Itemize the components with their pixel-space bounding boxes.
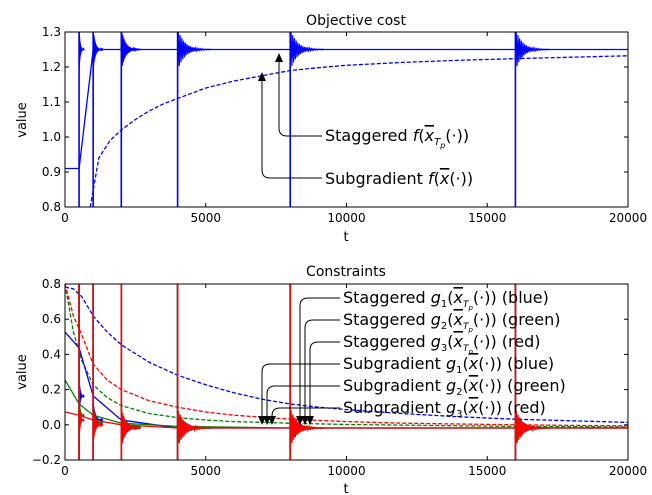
annotation-arrow (266, 385, 340, 420)
annotation-5: Subgradient g2(x(·)) (green) (263, 376, 566, 425)
annotation-label: Subgradient f(x(·)) (325, 169, 473, 188)
annotation-4: Subgradient g1(x(·)) (blue) (258, 354, 554, 425)
restart-oscillation (78, 403, 85, 440)
annotation-label: Subgradient g3(x(·)) (red) (343, 398, 546, 420)
annotation-label: Staggered g3(xTp(·)) (red) (343, 332, 541, 356)
restart-oscillation (177, 32, 212, 71)
y-axis-label: value (15, 354, 30, 390)
y-tick-label: 0.6 (42, 312, 61, 326)
annotation-6: Subgradient g3(x(·)) (red) (268, 398, 546, 425)
x-tick-label: 0 (61, 464, 69, 478)
y-tick-label: −0.2 (32, 453, 61, 467)
restart-oscillation (289, 411, 325, 448)
y-tick-label: 1.0 (42, 130, 61, 144)
y-tick-label: 1.3 (42, 25, 61, 39)
restart-oscillation (78, 32, 85, 71)
restart-oscillation (120, 411, 142, 448)
annotation-subgradient: Subgradient f(x(·)) (258, 72, 473, 188)
constraint-annotations: Staggered g1(xTp(·)) (blue)Staggered g2(… (258, 288, 566, 425)
annotation-label: Staggered g2(xTp(·)) (green) (343, 310, 561, 334)
y-tick-label: 1.1 (42, 95, 61, 109)
annotation-arrow (261, 363, 340, 420)
chart-title: Objective cost (306, 13, 406, 29)
y-tick-label: 0.8 (42, 200, 61, 214)
y-axis-label: value (15, 102, 30, 138)
constraints-chart: Constraints 0 5000 10000 15000 20000−0.20.00… (15, 264, 647, 495)
x-tick-label: 5000 (190, 211, 221, 225)
series-line-stag_g3 (65, 411, 628, 429)
chart-title: Constraints (306, 264, 386, 280)
axis-ticks: 0 5000 10000 15000 20000 −0.2 0.0 0.2 0.4 0.6 0.8 (32, 277, 647, 478)
annotation-staggered: Staggered f(xTp(·)) (275, 53, 469, 150)
annotation-2: Staggered g2(xTp(·)) (green) (301, 310, 561, 425)
series-line-sub_g2 (65, 284, 628, 428)
arrowhead (258, 72, 266, 81)
y-tick-label: 0.0 (42, 418, 61, 432)
y-tick-label: 0.8 (42, 277, 61, 291)
series-line-sub_g3 (65, 284, 628, 427)
x-tick-label: 5000 (190, 464, 221, 478)
restart-oscillation (92, 407, 104, 445)
y-tick-label: 0.2 (42, 383, 61, 397)
annotation-arrow (271, 407, 340, 420)
x-tick-label: 20000 (609, 211, 647, 225)
restart-oscillation (177, 411, 212, 448)
axis-ticks: 0 5000 10000 15000 20000 0.8 0.9 1.0 1.1 1.2 1.3 (42, 25, 647, 225)
x-tick-label: 10000 (327, 464, 365, 478)
arrowhead (268, 416, 276, 425)
annotation-label: Staggered f(xTp(·)) (325, 126, 469, 150)
restart-oscillation (92, 32, 104, 71)
annotation-arrow (309, 341, 340, 420)
arrowhead (306, 416, 314, 425)
y-tick-label: 0.4 (42, 347, 61, 361)
restart-oscillation (514, 411, 550, 448)
restart-oscillation (120, 32, 142, 71)
plot-area (65, 284, 628, 460)
arrowhead (275, 53, 283, 62)
annotation-arrow (278, 58, 322, 137)
objective-cost-chart: Objective cost 0 5000 10000 15000 20000 0.8 0.… (15, 13, 647, 245)
x-tick-label: 15000 (468, 464, 506, 478)
y-tick-label: 1.2 (42, 60, 61, 74)
series-line-staggered (65, 48, 628, 170)
annotation-label: Staggered g1(xTp(·)) (blue) (343, 288, 549, 312)
x-tick-label: 15000 (468, 211, 506, 225)
restart-oscillation (514, 32, 550, 71)
x-tick-label: 0 (61, 211, 69, 225)
annotation-arrow (299, 297, 340, 420)
series-line-subgradient (89, 55, 628, 207)
x-tick-label: 20000 (609, 464, 647, 478)
annotation-arrow (304, 319, 340, 420)
annotation-arrow (261, 78, 322, 179)
x-tick-label: 10000 (327, 211, 365, 225)
annotation-3: Staggered g3(xTp(·)) (red) (306, 332, 541, 425)
x-axis-label: t (343, 230, 348, 245)
annotation-label: Subgradient g1(x(·)) (blue) (343, 354, 554, 376)
annotation-label: Subgradient g2(x(·)) (green) (343, 376, 566, 398)
y-tick-label: 0.9 (42, 165, 61, 179)
x-axis-label: t (343, 482, 348, 495)
annotation-1: Staggered g1(xTp(·)) (blue) (296, 288, 549, 425)
restart-oscillation (289, 32, 325, 71)
